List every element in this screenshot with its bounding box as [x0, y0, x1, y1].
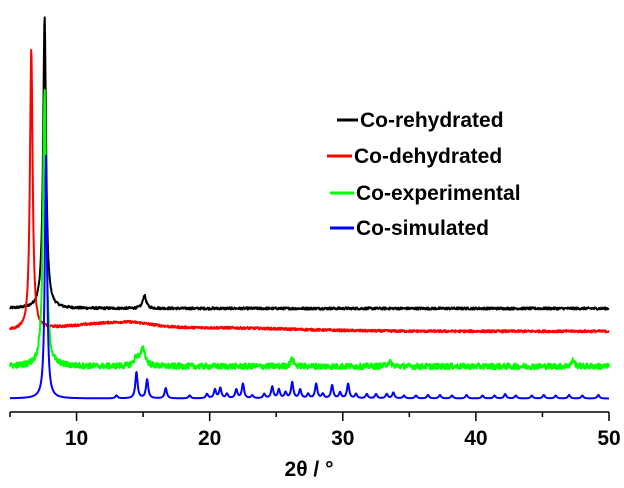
plot-area	[9, 16, 610, 400]
series-line-co-dehydrated	[9, 48, 610, 334]
x-tick-label: 20	[198, 427, 221, 450]
legend-label-co-simulated: Co-simulated	[356, 217, 489, 240]
legend-label-co-rehydrated: Co-rehydrated	[360, 109, 504, 132]
x-tick-label: 50	[597, 427, 620, 450]
series-line-co-rehydrated	[9, 16, 610, 311]
x-axis: 10 20 30 40 50	[9, 411, 621, 450]
legend: Co-rehydrated Co-dehydrated Co-experimenta…	[327, 109, 521, 240]
series-line-co-simulated	[9, 154, 610, 400]
x-tick-label: 10	[65, 427, 88, 450]
legend-label-co-experimental: Co-experimental	[356, 182, 521, 205]
legend-label-co-dehydrated: Co-dehydrated	[354, 145, 502, 168]
x-tick-label: 30	[331, 427, 354, 450]
x-axis-title: 2θ / °	[285, 458, 334, 481]
series-line-co-experimental	[9, 89, 610, 371]
x-tick-label: 40	[464, 427, 487, 450]
